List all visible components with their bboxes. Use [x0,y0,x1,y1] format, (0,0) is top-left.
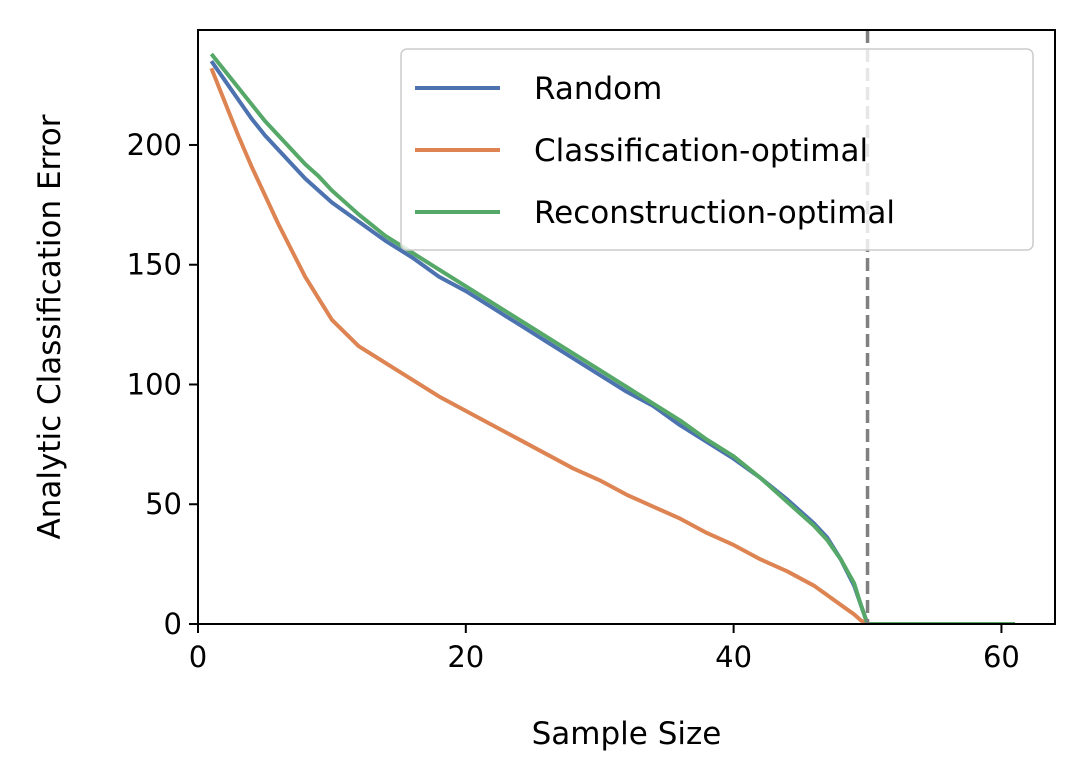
series-line-reconstruction-optimal [209,52,1015,624]
y-tick-label: 200 [127,128,182,162]
x-axis: 0 20 40 60 [189,624,1020,674]
x-tick-label: 0 [189,640,207,674]
legend-label: Classification-optimal [534,133,868,169]
y-axis: 0 50 100 150 200 [127,128,198,641]
series-line-classification-optimal [209,67,1015,624]
legend-label: Reconstruction-optimal [534,195,895,231]
legend: Random Classification-optimal Reconstructi… [400,48,1034,251]
x-tick-label: 60 [983,640,1020,674]
y-axis-label: Analytic Classification Error [32,114,68,539]
x-tick-label: 20 [447,640,484,674]
y-tick-label: 150 [127,248,182,282]
axes-frame [197,29,1056,625]
y-tick-label: 50 [145,487,182,521]
legend-label: Random [534,71,662,107]
x-axis-label: Sample Size [532,716,722,752]
y-tick-label: 0 [164,607,182,641]
y-tick-label: 100 [127,367,182,401]
x-tick-label: 40 [715,640,752,674]
legend-box [400,48,1034,251]
